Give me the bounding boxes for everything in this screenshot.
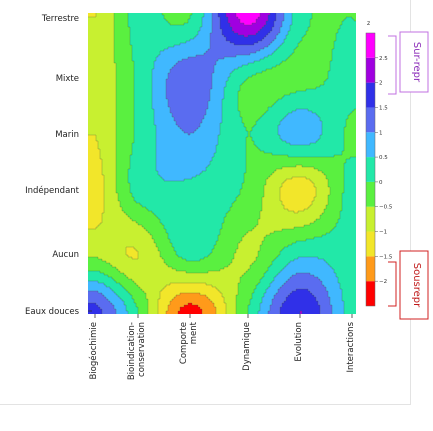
colorbar-swatch xyxy=(366,206,375,232)
y-tick-label: Terrestre xyxy=(41,14,79,24)
colorbar-swatch xyxy=(366,82,375,108)
y-tick-label: Eaux douces xyxy=(25,307,80,317)
x-axis: Biogéochimie Bioindication-conservation Co… xyxy=(88,314,356,380)
colorbar-swatch xyxy=(366,107,375,133)
x-tick-label: Biogéochimie xyxy=(88,322,99,380)
annotations: Sur-repr Sousrepr xyxy=(388,31,429,320)
y-tick-label: Aucun xyxy=(52,250,79,260)
colorbar-swatch xyxy=(366,281,375,306)
colorbar-swatch xyxy=(366,132,375,158)
colorbar-swatch xyxy=(366,57,375,83)
colorbar-tick-label: 0 xyxy=(379,180,383,186)
colorbar-swatch xyxy=(366,231,375,257)
over-box xyxy=(399,31,429,93)
y-tick-label: Marin xyxy=(55,130,79,140)
colorbar-tick-label: 2 xyxy=(379,81,383,87)
contour-band-4 xyxy=(88,13,356,314)
contour-band-5 xyxy=(88,13,356,314)
over-bracket xyxy=(388,35,397,95)
colorbar-frame xyxy=(365,32,376,307)
contour-lines xyxy=(88,13,356,314)
x-tick-label: Interactions xyxy=(346,321,356,372)
colorbar-tick-label: 0.5 xyxy=(379,155,388,161)
chart-card xyxy=(0,0,411,405)
y-tick-label: Mixte xyxy=(56,74,79,84)
colorbar-tick-label: 1 xyxy=(379,130,383,136)
x-tick-label: Comporte xyxy=(179,322,189,364)
contour-fills xyxy=(88,13,356,314)
colorbar-tick-label: −0.5 xyxy=(379,205,393,211)
colorbar: z 2.5 2 1.5 1 0.5 0 −0.5 −1 −1.5 −2 xyxy=(365,20,393,307)
colorbar-tick-label: −2 xyxy=(379,279,387,285)
x-tick-label: Dynamique xyxy=(242,322,252,371)
contour-band-1 xyxy=(166,293,216,314)
x-tick-label: Evolution xyxy=(294,322,304,362)
colorbar-swatch xyxy=(366,33,375,58)
colorbar-tick-label: 2.5 xyxy=(379,56,388,62)
colorbar-title: z xyxy=(367,20,370,27)
over-label: Sur-repr xyxy=(411,42,422,83)
y-tick-label: Indépendant xyxy=(25,185,80,196)
colorbar-swatch xyxy=(366,256,375,282)
under-bracket xyxy=(388,261,397,307)
x-tick-label: conservation xyxy=(137,322,147,377)
contour-band-10 xyxy=(236,13,260,25)
x-tick-label: Bioindication- xyxy=(127,322,137,380)
under-label: Sousrepr xyxy=(411,263,422,308)
y-axis: Eaux douces Aucun Indépendant Marin Mixte Ter… xyxy=(25,14,92,317)
contour-band-3 xyxy=(88,13,330,314)
colorbar-swatch xyxy=(366,181,375,207)
colorbar-tick-label: −1 xyxy=(379,230,387,236)
under-box xyxy=(399,250,429,320)
x-tick-label: ment xyxy=(189,321,199,344)
contour-band-7 xyxy=(88,13,332,314)
colorbar-swatch xyxy=(366,157,375,182)
colorbar-tick-label: −1.5 xyxy=(379,254,393,260)
colorbar-tick-label: 1.5 xyxy=(379,105,388,111)
